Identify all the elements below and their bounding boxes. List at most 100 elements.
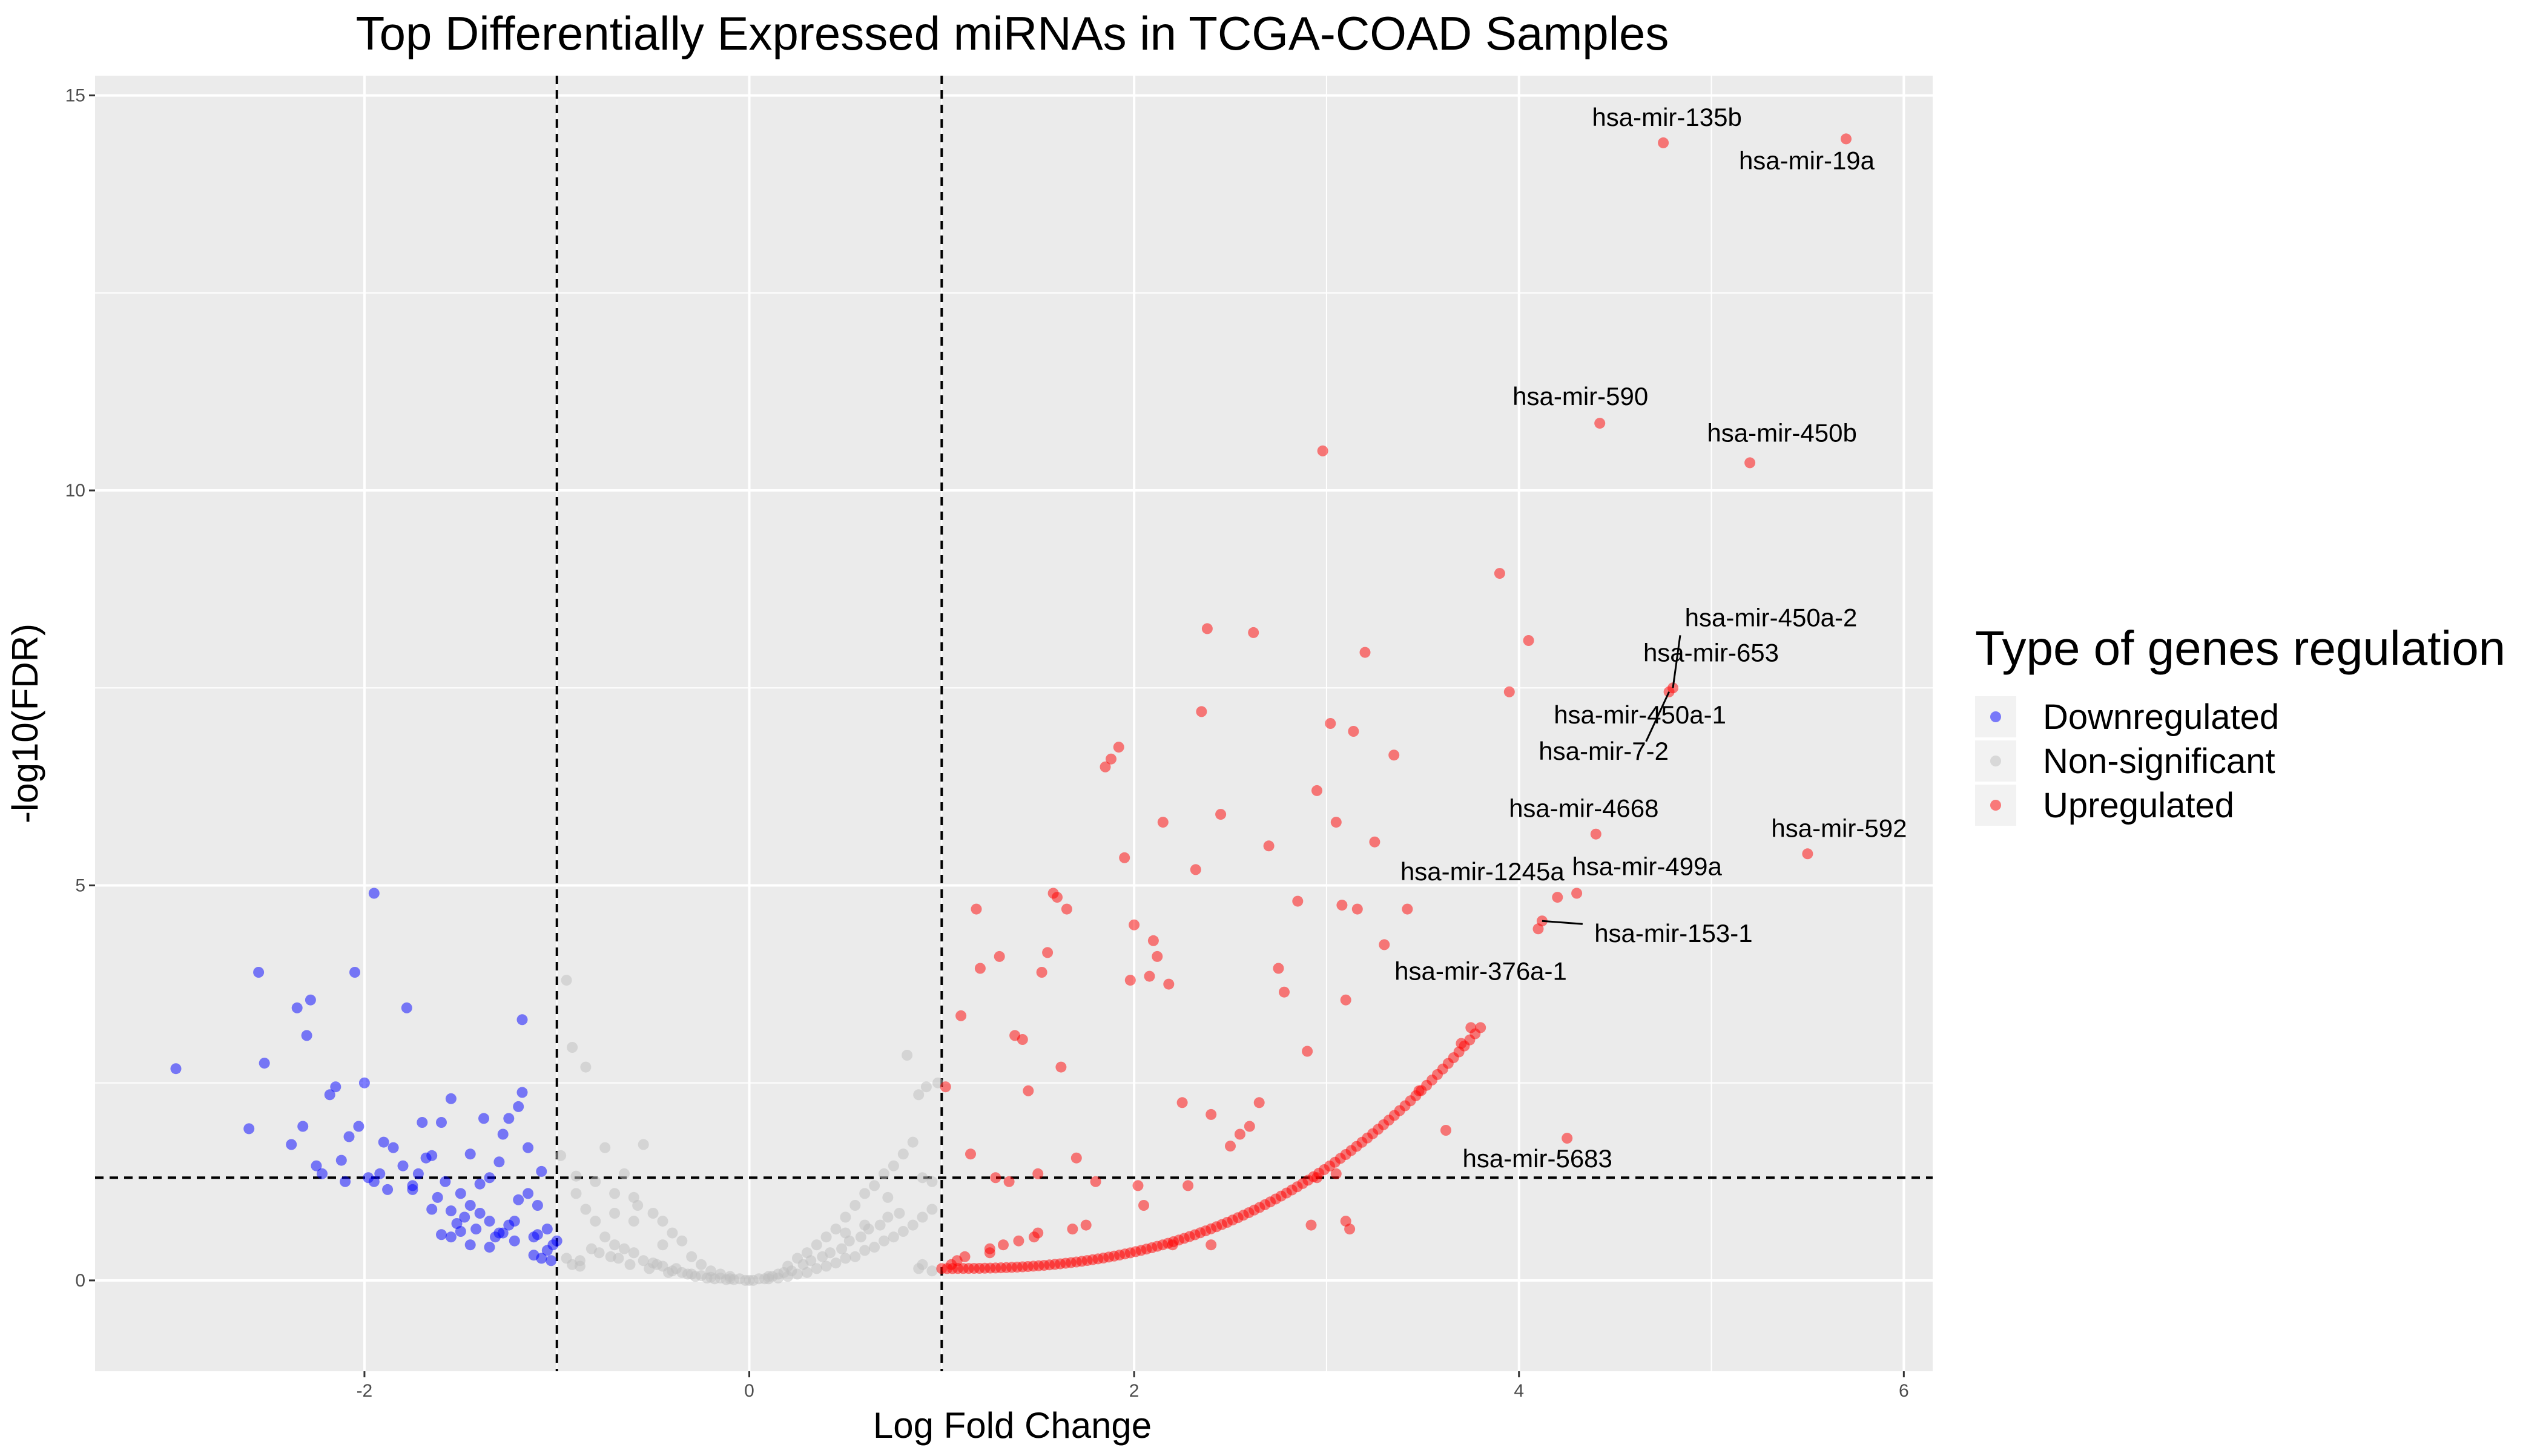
point-upregulated bbox=[971, 903, 982, 915]
point-upregulated bbox=[1070, 1152, 1082, 1164]
point-upregulated bbox=[1055, 1061, 1067, 1073]
point-non-significant bbox=[624, 1259, 636, 1270]
point-upregulated bbox=[990, 1172, 1001, 1184]
point-upregulated bbox=[998, 1239, 1009, 1251]
point-non-significant bbox=[599, 1231, 611, 1243]
y-axis-title: -log10(FDR) bbox=[5, 624, 45, 823]
point-non-significant bbox=[574, 1260, 585, 1272]
point-upregulated bbox=[1302, 1046, 1313, 1057]
point-non-significant bbox=[667, 1227, 678, 1239]
gene-label: hsa-mir-590 bbox=[1512, 382, 1648, 410]
point-non-significant bbox=[805, 1255, 817, 1267]
point-non-significant bbox=[836, 1243, 848, 1254]
point-upregulated bbox=[1147, 935, 1159, 946]
point-upregulated bbox=[1032, 1227, 1044, 1239]
point-upregulated bbox=[1340, 994, 1351, 1006]
point-downregulated bbox=[478, 1113, 489, 1124]
point-upregulated bbox=[1124, 975, 1136, 986]
point-downregulated bbox=[317, 1168, 328, 1179]
point-upregulated bbox=[1330, 817, 1342, 828]
point-downregulated bbox=[541, 1224, 553, 1235]
point-non-significant bbox=[638, 1139, 649, 1150]
point-upregulated bbox=[1841, 133, 1852, 145]
point-upregulated bbox=[1325, 718, 1336, 729]
point-non-significant bbox=[657, 1239, 668, 1251]
point-upregulated bbox=[1503, 686, 1515, 697]
point-downregulated bbox=[551, 1235, 562, 1247]
point-downregulated bbox=[516, 1087, 528, 1098]
point-downregulated bbox=[513, 1194, 524, 1205]
point-upregulated bbox=[1013, 1235, 1024, 1247]
point-upregulated bbox=[1279, 986, 1290, 998]
point-non-significant bbox=[859, 1219, 871, 1231]
legend-label-non-significant: Non-significant bbox=[2043, 742, 2275, 781]
point-upregulated bbox=[1590, 828, 1601, 840]
point-upregulated bbox=[1351, 903, 1363, 915]
legend-label-downregulated: Downregulated bbox=[2043, 697, 2279, 737]
gene-label: hsa-mir-153-1 bbox=[1594, 919, 1752, 947]
point-non-significant bbox=[926, 1265, 938, 1277]
point-downregulated bbox=[324, 1089, 335, 1101]
point-upregulated bbox=[940, 1081, 951, 1093]
point-non-significant bbox=[580, 1204, 592, 1215]
point-upregulated bbox=[1215, 809, 1227, 820]
point-non-significant bbox=[792, 1268, 803, 1280]
point-non-significant bbox=[705, 1271, 716, 1283]
point-non-significant bbox=[632, 1200, 644, 1211]
point-upregulated bbox=[1571, 888, 1583, 899]
point-upregulated bbox=[1163, 978, 1175, 990]
point-downregulated bbox=[382, 1184, 394, 1195]
point-non-significant bbox=[811, 1263, 822, 1274]
point-non-significant bbox=[820, 1231, 832, 1243]
point-upregulated bbox=[1234, 1128, 1245, 1140]
legend: Type of genes regulation Downregulated No… bbox=[1975, 621, 2505, 826]
point-non-significant bbox=[590, 1176, 601, 1187]
point-downregulated bbox=[253, 967, 265, 978]
point-upregulated bbox=[1042, 947, 1054, 958]
point-non-significant bbox=[888, 1160, 899, 1171]
y-tick-label: 0 bbox=[75, 1271, 85, 1291]
point-non-significant bbox=[888, 1231, 899, 1243]
point-non-significant bbox=[570, 1188, 582, 1199]
point-non-significant bbox=[696, 1270, 707, 1282]
point-non-significant bbox=[657, 1260, 668, 1272]
point-downregulated bbox=[432, 1191, 443, 1203]
point-non-significant bbox=[907, 1219, 919, 1231]
point-downregulated bbox=[536, 1253, 547, 1264]
point-downregulated bbox=[523, 1142, 534, 1153]
point-non-significant bbox=[849, 1251, 861, 1262]
point-downregulated bbox=[523, 1188, 534, 1199]
point-non-significant bbox=[628, 1216, 639, 1227]
point-upregulated bbox=[1032, 1168, 1044, 1179]
point-non-significant bbox=[859, 1188, 871, 1199]
point-upregulated bbox=[1802, 848, 1813, 860]
point-non-significant bbox=[869, 1242, 880, 1253]
point-upregulated bbox=[1336, 900, 1348, 911]
point-downregulated bbox=[407, 1184, 418, 1195]
point-non-significant bbox=[657, 1216, 668, 1227]
point-upregulated bbox=[1273, 963, 1284, 974]
grid-lines bbox=[95, 76, 1933, 1371]
point-non-significant bbox=[667, 1265, 678, 1277]
point-downregulated bbox=[470, 1224, 482, 1235]
point-downregulated bbox=[305, 994, 316, 1006]
point-upregulated bbox=[955, 1010, 967, 1021]
data-points bbox=[170, 133, 1852, 1286]
gene-label: hsa-mir-19a bbox=[1739, 146, 1875, 174]
point-non-significant bbox=[628, 1247, 639, 1259]
point-upregulated bbox=[974, 963, 986, 974]
point-downregulated bbox=[378, 1136, 389, 1148]
point-downregulated bbox=[349, 967, 360, 978]
gene-label: hsa-mir-4668 bbox=[1509, 794, 1658, 823]
point-non-significant bbox=[825, 1247, 836, 1259]
point-upregulated bbox=[1340, 1216, 1351, 1227]
x-tick-label: 6 bbox=[1899, 1381, 1909, 1401]
point-non-significant bbox=[811, 1239, 822, 1251]
point-upregulated bbox=[1144, 970, 1155, 982]
point-downregulated bbox=[426, 1204, 438, 1215]
point-non-significant bbox=[609, 1188, 621, 1199]
point-downregulated bbox=[170, 1063, 182, 1075]
point-downregulated bbox=[546, 1255, 557, 1267]
point-upregulated bbox=[1311, 785, 1322, 796]
point-non-significant bbox=[917, 1259, 928, 1270]
